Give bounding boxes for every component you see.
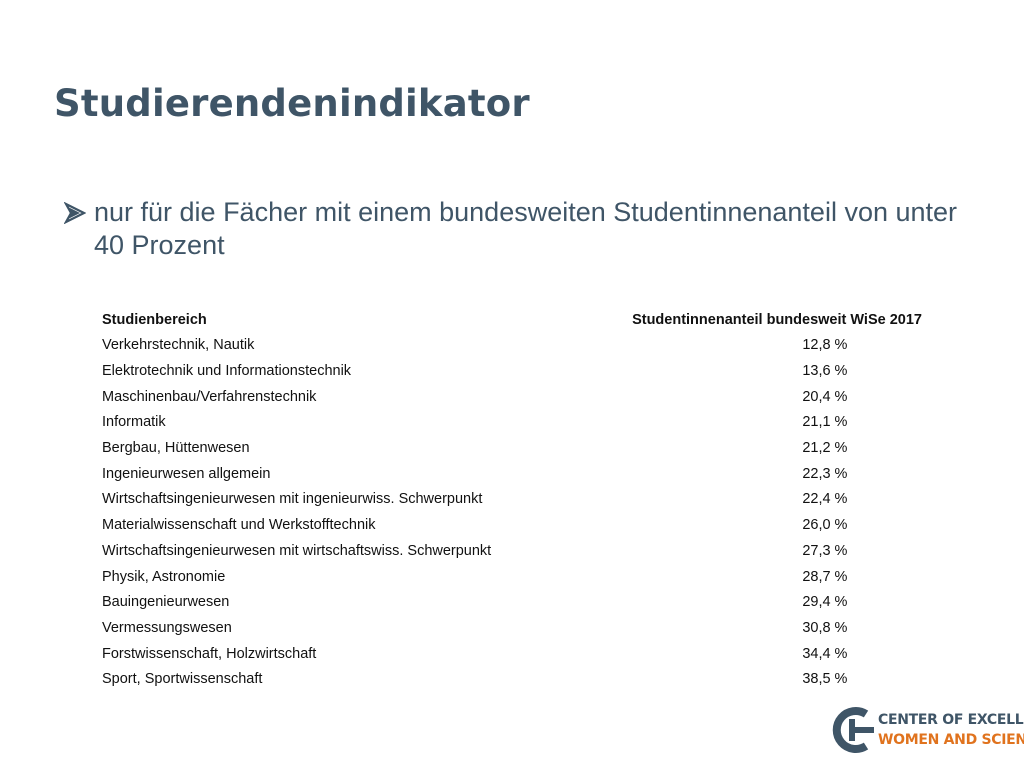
cell-studentinnenanteil: 21,1 % bbox=[570, 409, 932, 436]
table-row: Physik, Astronomie 28,7 % bbox=[96, 563, 932, 590]
table-row: Verkehrstechnik, Nautik 12,8 % bbox=[96, 332, 932, 359]
header-studienbereich: Studienbereich bbox=[96, 307, 571, 333]
cell-studienbereich: Bergbau, Hüttenwesen bbox=[96, 435, 571, 462]
cell-studentinnenanteil: 29,4 % bbox=[570, 589, 932, 616]
table-header-row: Studienbereich Studentinnenanteil bundes… bbox=[96, 307, 932, 333]
cews-logo-icon bbox=[832, 706, 874, 754]
logo-text-line2: WOMEN AND SCIENCE bbox=[878, 732, 1024, 748]
table-row: Wirtschaftsingenieurwesen mit wirtschaft… bbox=[96, 538, 932, 565]
table-row: Bergbau, Hüttenwesen 21,2 % bbox=[96, 435, 932, 462]
cell-studienbereich: Wirtschaftsingenieurwesen mit ingenieurw… bbox=[96, 486, 571, 513]
cell-studentinnenanteil: 20,4 % bbox=[570, 383, 932, 411]
cell-studentinnenanteil: 38,5 % bbox=[570, 666, 932, 693]
cell-studienbereich: Wirtschaftsingenieurwesen mit wirtschaft… bbox=[96, 538, 571, 565]
cell-studentinnenanteil: 30,8 % bbox=[570, 615, 932, 642]
cell-studienbereich: Forstwissenschaft, Holzwirtschaft bbox=[96, 640, 571, 667]
cell-studienbereich: Verkehrstechnik, Nautik bbox=[96, 332, 571, 359]
cews-logo: CENTER OF EXCELLENCE WOMEN AND SCIENCE bbox=[832, 704, 1024, 760]
cell-studienbereich: Bauingenieurwesen bbox=[96, 589, 571, 616]
table-row: Materialwissenschaft und Werkstofftechni… bbox=[96, 512, 932, 539]
cell-studentinnenanteil: 22,3 % bbox=[570, 460, 932, 488]
cell-studentinnenanteil: 34,4 % bbox=[570, 640, 932, 667]
cell-studentinnenanteil: 22,4 % bbox=[570, 486, 932, 513]
table-row: Vermessungswesen 30,8 % bbox=[96, 615, 932, 642]
study-fields-table: Studienbereich Studentinnenanteil bundes… bbox=[96, 307, 932, 693]
table-row: Elektrotechnik und Informationstechnik 13… bbox=[96, 358, 932, 385]
cell-studienbereich: Physik, Astronomie bbox=[96, 563, 571, 590]
cell-studienbereich: Ingenieurwesen allgemein bbox=[96, 460, 571, 488]
table-row: Maschinenbau/Verfahrenstechnik 20,4 % bbox=[96, 383, 932, 411]
cell-studentinnenanteil: 21,2 % bbox=[570, 435, 932, 462]
table-row: Sport, Sportwissenschaft 38,5 % bbox=[96, 666, 932, 693]
slide-title: Studierendenindikator bbox=[54, 82, 530, 125]
cell-studienbereich: Vermessungswesen bbox=[96, 615, 571, 642]
table-row: Informatik 21,1 % bbox=[96, 409, 932, 436]
table-row: Wirtschaftsingenieurwesen mit ingenieurw… bbox=[96, 486, 932, 513]
cell-studienbereich: Sport, Sportwissenschaft bbox=[96, 666, 571, 693]
table-row: Forstwissenschaft, Holzwirtschaft 34,4 % bbox=[96, 640, 932, 667]
header-studentinnenanteil: Studentinnenanteil bundesweit WiSe 2017 bbox=[570, 307, 932, 333]
cell-studentinnenanteil: 26,0 % bbox=[570, 512, 932, 539]
bullet-item: nur für die Fächer mit einem bundesweite… bbox=[63, 196, 994, 262]
table-row: Bauingenieurwesen 29,4 % bbox=[96, 589, 932, 616]
cell-studienbereich: Informatik bbox=[96, 409, 571, 436]
logo-text-line1: CENTER OF EXCELLENCE bbox=[878, 712, 1024, 728]
bullet-text: nur für die Fächer mit einem bundesweite… bbox=[94, 197, 958, 260]
table-row: Ingenieurwesen allgemein 22,3 % bbox=[96, 460, 932, 488]
cell-studentinnenanteil: 12,8 % bbox=[570, 332, 932, 359]
cell-studentinnenanteil: 13,6 % bbox=[570, 358, 932, 385]
cell-studentinnenanteil: 28,7 % bbox=[570, 563, 932, 590]
cell-studienbereich: Materialwissenschaft und Werkstofftechni… bbox=[96, 512, 571, 539]
cell-studienbereich: Elektrotechnik und Informationstechnik bbox=[96, 358, 571, 385]
arrow-bullet-icon bbox=[63, 201, 94, 229]
cell-studienbereich: Maschinenbau/Verfahrenstechnik bbox=[96, 383, 571, 411]
cell-studentinnenanteil: 27,3 % bbox=[570, 538, 932, 565]
